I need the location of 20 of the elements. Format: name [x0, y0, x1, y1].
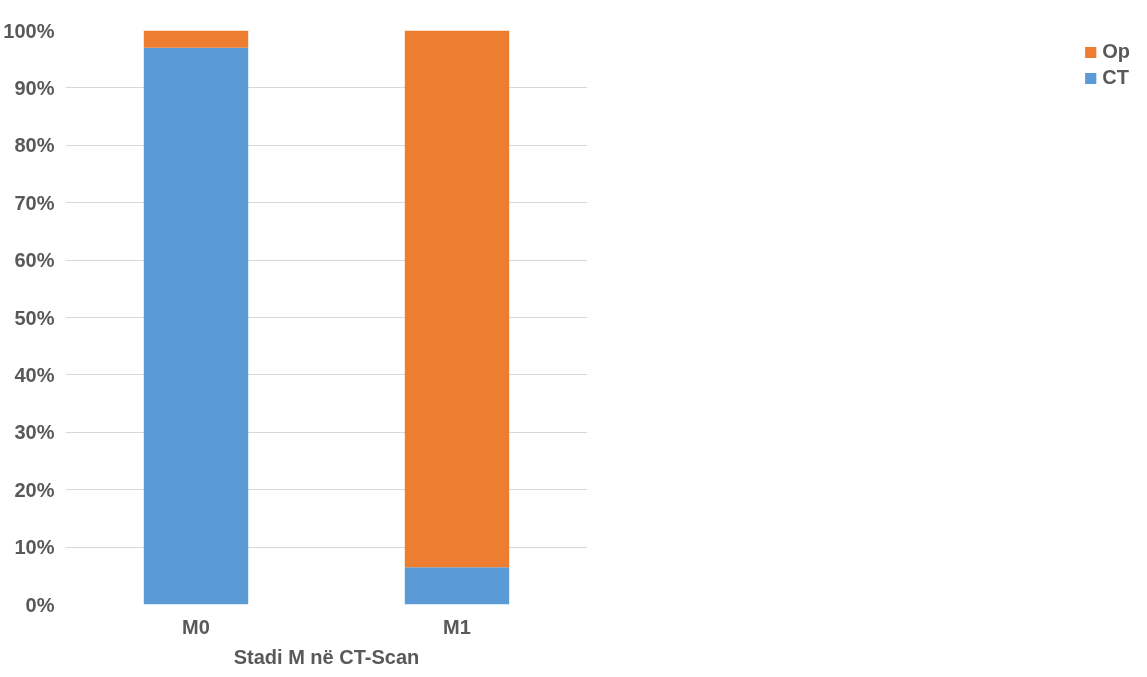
y-tick-label: 40%: [14, 363, 55, 386]
y-tick-label: 20%: [14, 478, 55, 501]
y-tick-label: 30%: [14, 421, 55, 444]
bar: [404, 30, 510, 568]
legend-label: Op: [1102, 40, 1130, 63]
legend-label: CT: [1102, 66, 1129, 89]
x-tick-label: M1: [443, 615, 471, 638]
y-tick-label: 60%: [14, 249, 55, 272]
bar: [404, 567, 510, 605]
bar: [143, 47, 249, 605]
y-tick-label: 80%: [14, 134, 55, 157]
y-tick-label: 100%: [3, 19, 55, 42]
y-tick-label: 90%: [14, 76, 55, 99]
y-tick-label: 10%: [14, 536, 55, 559]
y-tick-label: 70%: [14, 191, 55, 214]
y-tick-label: 0%: [25, 593, 55, 616]
y-tick-label: 50%: [14, 306, 55, 329]
x-tick-label: M0: [182, 615, 210, 638]
x-axis-title: Stadi M në CT-Scan: [233, 645, 420, 668]
bar: [143, 30, 249, 48]
